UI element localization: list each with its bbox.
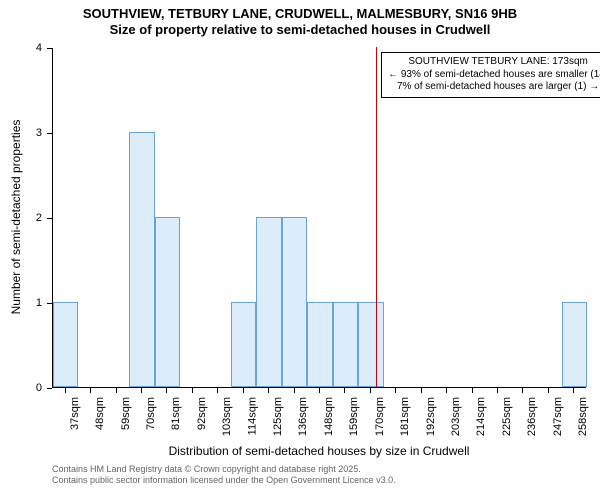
x-tick — [370, 388, 371, 393]
y-tick-label: 3 — [0, 127, 42, 139]
y-tick-label: 2 — [0, 212, 42, 224]
plot-area — [52, 48, 586, 388]
y-tick-label: 0 — [0, 382, 42, 394]
x-tick — [166, 388, 167, 393]
reference-line — [376, 47, 377, 387]
x-tick — [472, 388, 473, 393]
y-tick — [47, 48, 52, 49]
x-tick-label: 181sqm — [399, 397, 411, 436]
x-tick-label: 203sqm — [450, 397, 462, 436]
x-tick — [217, 388, 218, 393]
x-tick-label: 114sqm — [247, 397, 259, 435]
chart-title: SOUTHVIEW, TETBURY LANE, CRUDWELL, MALME… — [0, 6, 600, 37]
x-tick-label: 214sqm — [476, 397, 488, 436]
x-tick — [141, 388, 142, 393]
y-tick — [47, 388, 52, 389]
x-tick-label: 148sqm — [323, 397, 335, 436]
x-tick — [421, 388, 422, 393]
histogram-bar — [333, 302, 358, 387]
x-tick — [192, 388, 193, 393]
histogram-bar — [231, 302, 256, 387]
x-tick-label: 37sqm — [69, 397, 81, 430]
x-tick-label: 258sqm — [577, 397, 589, 436]
footer-line-2: Contains public sector information licen… — [52, 475, 396, 486]
x-tick-label: 81sqm — [170, 397, 182, 430]
histogram-bar — [129, 132, 154, 387]
x-tick — [446, 388, 447, 393]
x-tick — [294, 388, 295, 393]
x-tick-label: 92sqm — [196, 397, 208, 430]
x-tick — [90, 388, 91, 393]
y-tick — [47, 218, 52, 219]
chart-container: SOUTHVIEW, TETBURY LANE, CRUDWELL, MALME… — [0, 0, 600, 500]
x-tick — [395, 388, 396, 393]
x-tick-label: 225sqm — [501, 397, 513, 436]
histogram-bar — [282, 217, 307, 387]
x-tick — [548, 388, 549, 393]
histogram-bar — [256, 217, 281, 387]
x-tick — [268, 388, 269, 393]
title-line-1: SOUTHVIEW, TETBURY LANE, CRUDWELL, MALME… — [0, 6, 600, 22]
y-tick — [47, 303, 52, 304]
x-tick-label: 59sqm — [120, 397, 132, 430]
x-tick — [116, 388, 117, 393]
histogram-bar — [155, 217, 180, 387]
histogram-bar — [53, 302, 78, 387]
x-tick — [344, 388, 345, 393]
x-tick-label: 236sqm — [526, 397, 538, 436]
annotation-line-3: 7% of semi-detached houses are larger (1… — [388, 81, 600, 94]
x-tick-label: 247sqm — [552, 397, 564, 436]
x-tick-label: 70sqm — [145, 397, 157, 430]
x-tick — [319, 388, 320, 393]
reference-annotation: SOUTHVIEW TETBURY LANE: 173sqm ← 93% of … — [381, 52, 600, 98]
y-tick-label: 1 — [0, 297, 42, 309]
x-tick-label: 125sqm — [272, 397, 284, 436]
histogram-bar — [358, 302, 383, 387]
x-tick — [243, 388, 244, 393]
y-tick-label: 4 — [0, 42, 42, 54]
x-tick-label: 48sqm — [94, 397, 106, 430]
x-tick — [522, 388, 523, 393]
x-tick — [573, 388, 574, 393]
x-tick — [497, 388, 498, 393]
x-tick-label: 136sqm — [298, 397, 310, 436]
x-tick-label: 103sqm — [221, 397, 233, 436]
x-tick — [65, 388, 66, 393]
x-tick-label: 170sqm — [374, 397, 386, 436]
title-line-2: Size of property relative to semi-detach… — [0, 22, 600, 38]
annotation-line-1: SOUTHVIEW TETBURY LANE: 173sqm — [388, 56, 600, 69]
x-tick-label: 159sqm — [348, 397, 360, 436]
histogram-bar — [307, 302, 332, 387]
x-axis-label: Distribution of semi-detached houses by … — [52, 444, 586, 458]
x-tick-label: 192sqm — [425, 397, 437, 436]
footer-attribution: Contains HM Land Registry data © Crown c… — [52, 464, 396, 486]
histogram-bar — [562, 302, 587, 387]
y-tick — [47, 133, 52, 134]
footer-line-1: Contains HM Land Registry data © Crown c… — [52, 464, 396, 475]
annotation-line-2: ← 93% of semi-detached houses are smalle… — [388, 69, 600, 82]
